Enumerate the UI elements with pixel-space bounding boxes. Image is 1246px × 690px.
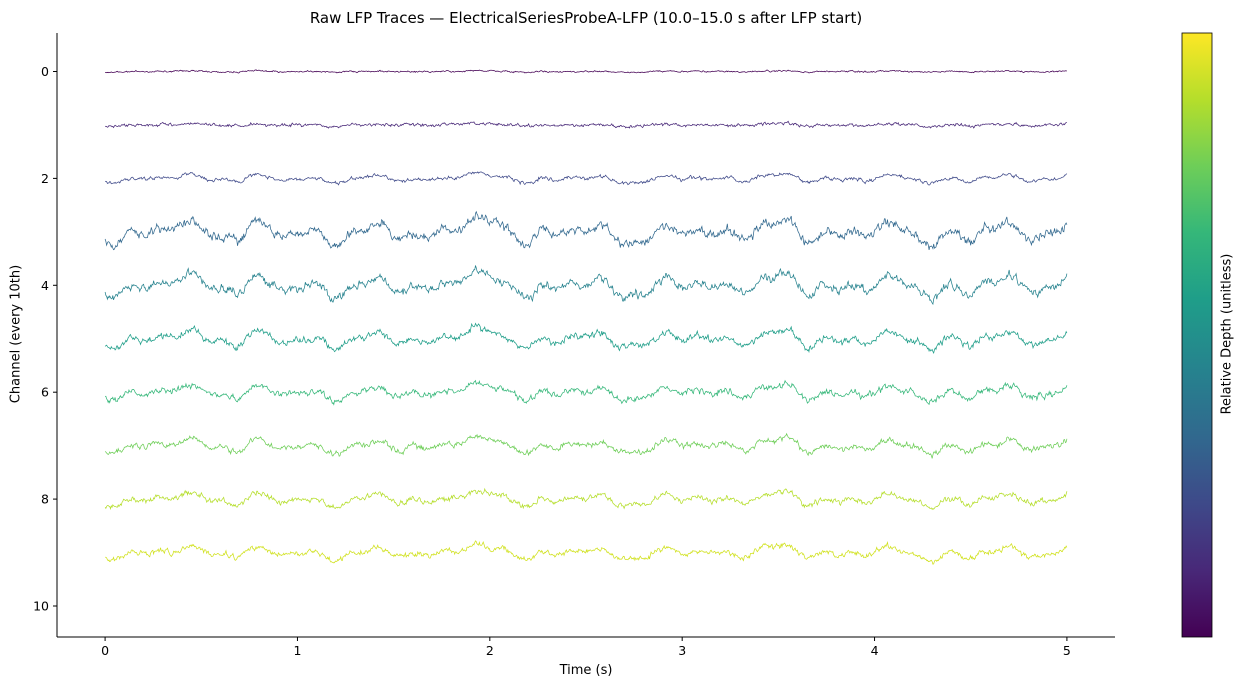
- x-tick-label: 3: [678, 643, 686, 658]
- axes: 0 1 2 3 4 5 0 2 4 6 8 10: [33, 33, 1115, 658]
- colorbar: [1181, 32, 1213, 638]
- y-tick-label: 2: [41, 171, 49, 186]
- x-tick-label: 1: [293, 643, 301, 658]
- x-tick-label: 4: [871, 643, 879, 658]
- trace-channel-6: [105, 379, 1068, 406]
- chart-title: Raw LFP Traces — ElectricalSeriesProbeA-…: [309, 9, 863, 27]
- trace-channel-3: [104, 210, 1068, 251]
- trace-group: [104, 69, 1068, 565]
- y-tick-label: 8: [41, 492, 49, 507]
- x-tick-label: 2: [486, 643, 494, 658]
- trace-channel-5: [104, 322, 1068, 354]
- trace-channel-1: [105, 120, 1067, 129]
- x-axis-label: Time (s): [559, 663, 613, 678]
- x-tick-label: 0: [101, 643, 109, 658]
- colorbar-label: Relative Depth (unitless): [1219, 253, 1235, 415]
- trace-channel-4: [104, 265, 1068, 306]
- x-tick-label: 5: [1063, 643, 1071, 658]
- y-tick-label: 4: [41, 278, 49, 293]
- y-tick-label: 0: [41, 64, 49, 79]
- trace-channel-0: [105, 69, 1067, 74]
- trace-channel-2: [104, 171, 1068, 186]
- trace-channel-7: [104, 432, 1068, 459]
- trace-channel-8: [104, 487, 1068, 511]
- y-tick-label: 6: [41, 385, 49, 400]
- trace-channel-9: [104, 540, 1068, 565]
- y-tick-label: 10: [33, 598, 49, 613]
- y-axis-label: Channel (every 10th): [8, 264, 24, 404]
